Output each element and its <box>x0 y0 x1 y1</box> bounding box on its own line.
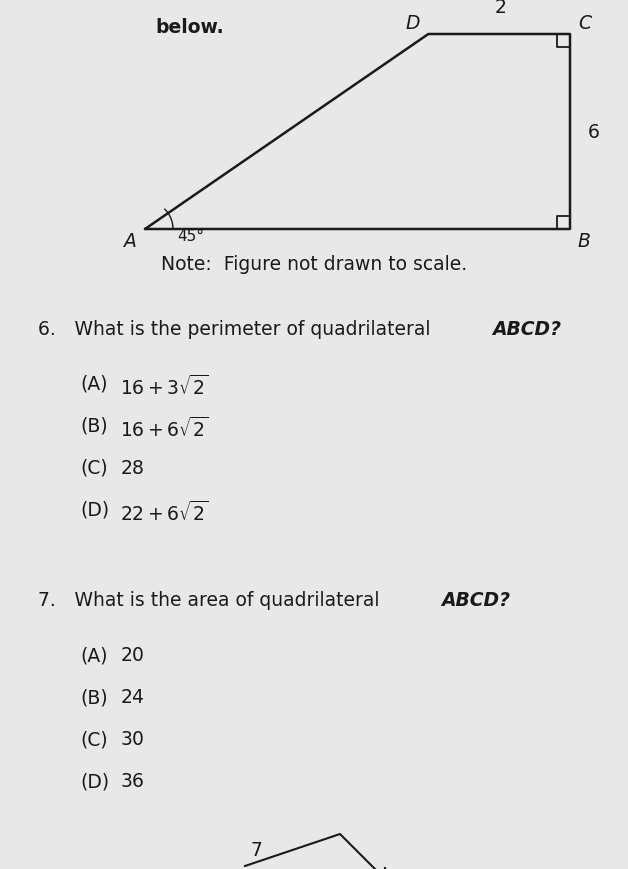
Text: $28$: $28$ <box>120 459 144 477</box>
Text: (C): (C) <box>80 459 107 477</box>
Text: $16 + 6\sqrt{2}$: $16 + 6\sqrt{2}$ <box>120 416 208 441</box>
Text: $36$: $36$ <box>120 771 144 790</box>
Text: $24$: $24$ <box>120 687 145 706</box>
Text: (D): (D) <box>80 501 109 520</box>
Text: C: C <box>578 14 591 33</box>
Text: (C): (C) <box>80 729 107 748</box>
Text: below.: below. <box>155 18 224 37</box>
Text: A: A <box>124 232 137 251</box>
Text: $20$: $20$ <box>120 646 144 664</box>
Text: (D): (D) <box>80 771 109 790</box>
Text: $16 + 3\sqrt{2}$: $16 + 3\sqrt{2}$ <box>120 375 208 399</box>
Text: 6. What is the perimeter of quadrilateral: 6. What is the perimeter of quadrilatera… <box>38 320 436 339</box>
Text: 45°: 45° <box>177 229 204 243</box>
Text: ABCD?: ABCD? <box>441 590 510 609</box>
Text: 7. What is the area of quadrilateral: 7. What is the area of quadrilateral <box>38 590 386 609</box>
Text: B: B <box>578 232 591 251</box>
Text: D: D <box>406 14 420 33</box>
Text: $30$: $30$ <box>120 729 144 748</box>
Text: (B): (B) <box>80 416 107 435</box>
Text: 2: 2 <box>494 0 506 17</box>
Text: 6: 6 <box>588 123 600 142</box>
Text: 7: 7 <box>250 840 262 859</box>
Text: ABCD?: ABCD? <box>492 320 561 339</box>
Text: $22 + 6\sqrt{2}$: $22 + 6\sqrt{2}$ <box>120 501 208 525</box>
Text: (B): (B) <box>80 687 107 706</box>
Text: (A): (A) <box>80 646 107 664</box>
Text: Note:  Figure not drawn to scale.: Note: Figure not drawn to scale. <box>161 255 467 274</box>
Text: (A): (A) <box>80 375 107 394</box>
